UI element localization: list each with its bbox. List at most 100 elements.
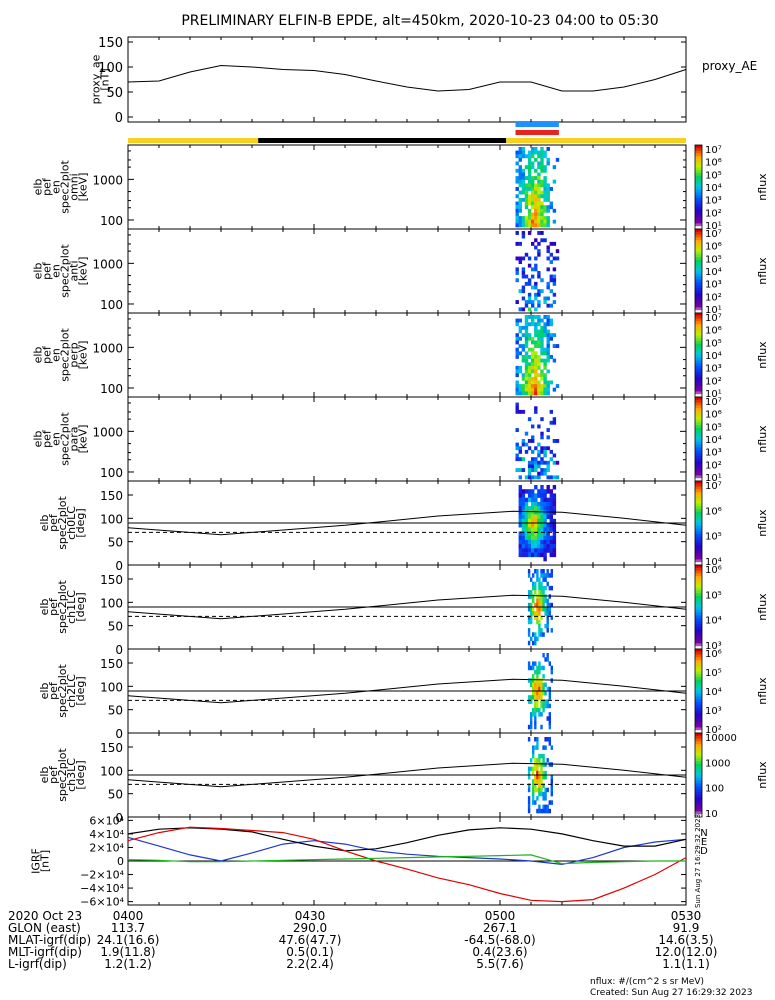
en_omni-cell (540, 216, 544, 220)
pa_ch3-cell (542, 753, 545, 759)
en_omni-cell (543, 179, 547, 184)
en_anti-cell (546, 281, 550, 286)
pa_ch0-cell (534, 506, 538, 511)
en_perp-cell (549, 322, 553, 327)
pa_ch3-cell (538, 770, 541, 776)
en_para-cell (527, 471, 532, 476)
pa_ch0-cell (543, 518, 547, 524)
en_perp-cell (515, 365, 519, 370)
pa_ch3-cell (532, 770, 535, 776)
pa_ch0-cell (549, 548, 553, 553)
en_omni-cell (540, 183, 544, 188)
en_perp-cell (527, 355, 532, 359)
pa_ch3-cell (538, 787, 541, 793)
en_anti-colorbar-cell (695, 259, 702, 264)
en_omni-cell (527, 168, 532, 173)
pa_ch2-colorbar-cell (695, 696, 702, 700)
en_anti-cell (521, 231, 526, 235)
en_omni-colorbar-cell (695, 226, 702, 230)
pa_ch1-cell (546, 602, 549, 608)
footer-row-value: 2.2(2.4) (286, 957, 334, 971)
en_para-cell (537, 449, 541, 454)
pa_ch0-ytick-label: 100 (100, 512, 123, 526)
en_para-cell (546, 428, 550, 432)
pa_ch0-cell (540, 552, 544, 558)
pa_ch2-colorbar-cell (695, 707, 702, 712)
pa_ch1-cell (538, 581, 541, 587)
en_para-cell (543, 460, 547, 465)
igrf-stamp-text: Sun Aug 27 16:29:32 2023 (694, 814, 702, 908)
pa_ch0-cell (518, 531, 522, 536)
footer-row-value: 0530 (670, 909, 702, 923)
en_anti-cell (555, 256, 560, 261)
pa_ch1-ylabel-line: pef (47, 597, 60, 616)
en_perp-cell (537, 315, 541, 319)
en_para-cell (527, 468, 532, 472)
en_para-cell (537, 475, 541, 480)
en_perp-colorbar-cell (695, 343, 702, 348)
en_omni-colorbar-cell (695, 195, 702, 199)
en_omni-cell (534, 219, 538, 224)
pa_ch1-cell (534, 615, 537, 620)
en_anti-cell (534, 285, 538, 290)
en_perp-colorbar-cell (695, 366, 702, 370)
pa_ch0-cell (552, 501, 557, 507)
pa_ch0-cell (552, 535, 557, 541)
region-marker (515, 130, 559, 135)
pa_ch2-colorbar-cell (695, 677, 702, 681)
en_anti-colorbar-cell (695, 293, 702, 297)
pa_ch3-colorbar-cell (695, 763, 702, 768)
en_perp-cell (552, 358, 557, 363)
pa_ch0-cell (537, 527, 541, 532)
pa_ch0-cell (543, 544, 547, 549)
en_omni-cell (524, 183, 529, 188)
en_perp-colorbar-label: nflux (756, 341, 769, 369)
en_para-cell (531, 468, 535, 472)
pa_ch1-cell (534, 585, 537, 591)
footer-row-value: 91.9 (672, 921, 700, 935)
pa_ch0-cell (527, 527, 532, 532)
en_anti-cell (552, 274, 557, 279)
en_omni-cell (546, 223, 550, 228)
en_omni-cell (543, 168, 547, 173)
pa_ch0-cell (524, 510, 529, 515)
en_omni-cell (537, 205, 541, 210)
pa_ch1-cell (527, 573, 531, 578)
en_perp-cell (537, 322, 541, 327)
en_perp-cell (540, 387, 544, 392)
pa_ch1-cell (527, 607, 531, 612)
pa_ch2-cell (534, 695, 537, 700)
en_omni-cell (521, 197, 526, 202)
en_anti-cell (518, 307, 522, 312)
pa_ch1-colorbar-cell (695, 637, 702, 642)
en_perp-cell (515, 384, 519, 388)
en_anti-cell (515, 231, 519, 235)
pa_ch1-cell (544, 573, 547, 578)
en_anti-cell (546, 285, 550, 290)
en_omni-cell (534, 205, 538, 210)
pa_ch1-cell (546, 573, 549, 578)
en_perp-cell (531, 351, 535, 356)
en_para-cell (515, 409, 519, 414)
en_para-cell (521, 457, 526, 462)
pa_ch0-cell (534, 548, 538, 553)
pa_ch1-colorbar-cell (695, 615, 702, 619)
en_perp-cell (537, 384, 541, 388)
pa_ch1-cell (548, 611, 551, 616)
en_para-cell (524, 442, 529, 447)
pa_ch3-cell (532, 800, 535, 805)
en_omni-cell (518, 165, 522, 170)
pa_ch1-cell (540, 602, 543, 608)
en_para-cell (518, 468, 522, 472)
en_anti-cell (543, 296, 547, 301)
en_perp-cell (543, 358, 547, 363)
pa_ch1-cell (546, 607, 549, 612)
pa_ch3-colorbar-tick: 100 (705, 784, 724, 795)
en_para-cell (549, 420, 553, 425)
pa_ch3-cell (534, 783, 537, 788)
pa_ch3-colorbar-cell (695, 780, 702, 784)
en_omni-cell (540, 201, 544, 206)
pa_ch0-cell (524, 552, 529, 558)
en_perp-cell (534, 369, 538, 374)
en_omni-cell (546, 183, 550, 188)
